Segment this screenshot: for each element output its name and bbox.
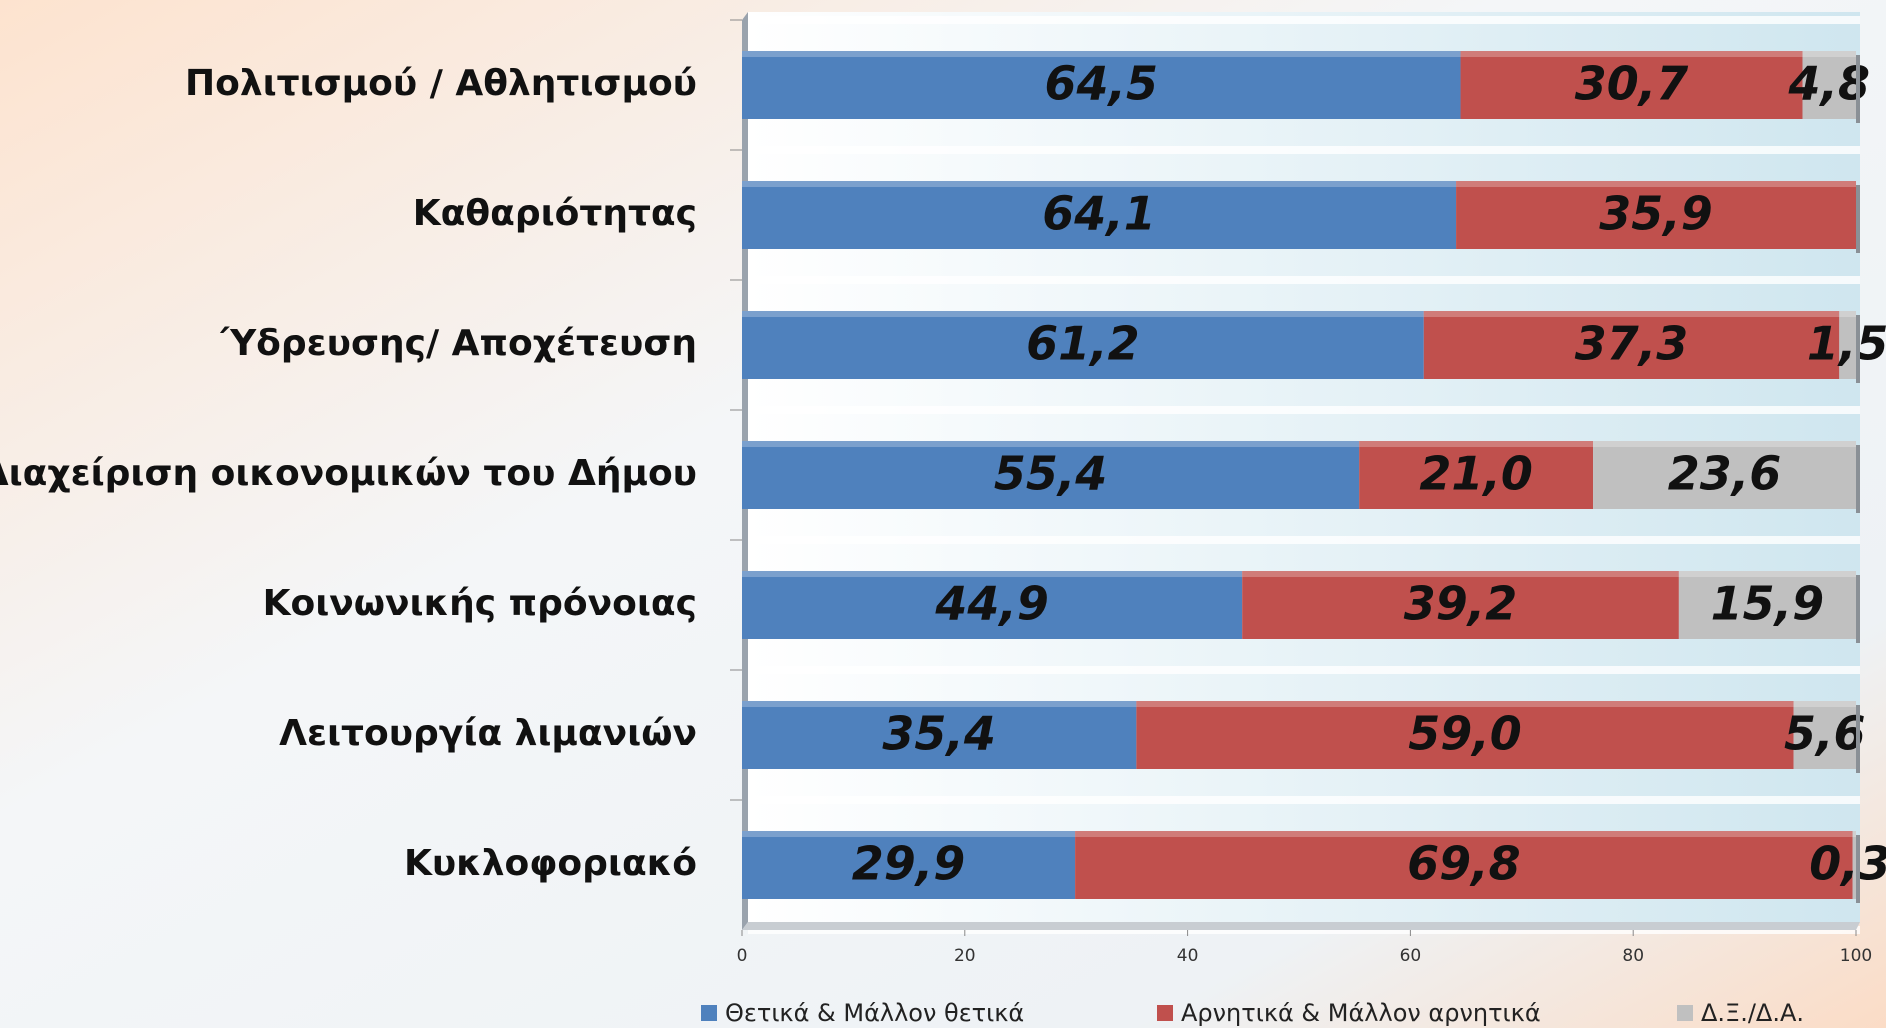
stripe [748, 16, 1860, 24]
bar-shade [1075, 831, 1853, 837]
x-tick-label: 100 [1840, 946, 1872, 966]
value-label: 59,0 [1408, 707, 1522, 761]
bar-shade [742, 831, 1076, 837]
x-tick-label: 80 [1622, 946, 1644, 966]
bar-segment [1678, 571, 1856, 639]
bar-segment [742, 571, 1243, 639]
value-label: 15,9 [1711, 577, 1825, 631]
bar-segment [1359, 441, 1594, 509]
bar-segment [1136, 701, 1794, 769]
bar-segment [1793, 701, 1856, 769]
bar-segment [1456, 181, 1856, 249]
bar-shade [742, 441, 1360, 447]
category-label: Κοινωνικής πρόνοιας [263, 583, 697, 624]
x-tick-label: 20 [954, 946, 976, 966]
stripe [748, 276, 1860, 284]
stripe [748, 796, 1860, 804]
bar-end [1856, 835, 1860, 903]
category-label: Διαχείριση οικονομικών του Δήμου [0, 453, 697, 494]
bar-segment [1423, 311, 1840, 379]
value-label: 55,4 [994, 447, 1108, 501]
stripe [748, 536, 1860, 544]
bar-shade [1242, 571, 1679, 577]
value-label: 37,3 [1575, 317, 1689, 371]
bar-segment [1852, 831, 1856, 899]
x-tick-label: 60 [1400, 946, 1422, 966]
bar-end [1856, 445, 1860, 513]
bar-shade [742, 701, 1137, 707]
bar-shade [742, 571, 1243, 577]
category-label: Λειτουργία λιμανιών [279, 713, 697, 754]
stripe [748, 406, 1860, 414]
bar-segment [742, 311, 1424, 379]
bar-shade [1852, 831, 1856, 837]
legend-swatch [1677, 1005, 1693, 1021]
value-label: 30,7 [1575, 57, 1689, 111]
bar-shade [742, 311, 1424, 317]
bar-shade [742, 181, 1457, 187]
bar-shade [1678, 571, 1856, 577]
bar-shade [1793, 701, 1856, 707]
x-tick-label: 40 [1177, 946, 1199, 966]
bar-segment [1802, 51, 1856, 119]
value-label: 29,9 [852, 837, 966, 891]
bar-segment [742, 441, 1360, 509]
value-label: 64,1 [1042, 187, 1156, 241]
value-label: 69,8 [1407, 837, 1521, 891]
bar-segment [742, 831, 1076, 899]
bar-end [1856, 185, 1860, 253]
bar-shade [1460, 51, 1803, 57]
bar-segment [1075, 831, 1853, 899]
value-label: 35,9 [1599, 187, 1713, 241]
category-label: Πολιτισμού / Αθλητισμού [185, 63, 697, 104]
bar-shade [1359, 441, 1594, 447]
bar-shade [1423, 311, 1840, 317]
bar-segment [1839, 311, 1856, 379]
bar-shade [1136, 701, 1794, 707]
category-label: Κυκλοφοριακό [404, 843, 697, 884]
legend-label: Αρνητικά & Μάλλον αρνητικά [1181, 999, 1541, 1027]
value-label: 1,5 [1807, 317, 1886, 371]
bar-shade [1456, 181, 1856, 187]
value-label: 39,2 [1404, 577, 1518, 631]
bar-segment [1593, 441, 1856, 509]
legend-swatch [1157, 1005, 1173, 1021]
x-tick-label: 0 [737, 946, 748, 966]
value-label: 64,5 [1045, 57, 1159, 111]
bar-end [1856, 55, 1860, 123]
bar-shade [1593, 441, 1856, 447]
bar-end [1856, 705, 1860, 773]
bar-segment [742, 701, 1137, 769]
legend-label: Δ.Ξ./Δ.Α. [1701, 999, 1804, 1027]
legend-label: Θετικά & Μάλλον θετικά [725, 999, 1024, 1027]
value-label: 0,3 [1809, 837, 1886, 891]
stripe [748, 666, 1860, 674]
value-label: 44,9 [934, 577, 1049, 631]
bar-segment [742, 51, 1461, 119]
bar-shade [742, 51, 1461, 57]
bar-segment [742, 181, 1457, 249]
value-label: 61,2 [1026, 317, 1140, 371]
bar-end [1856, 575, 1860, 643]
category-label: Ύδρευσης/ Αποχέτευση [220, 323, 697, 364]
value-label: 5,6 [1784, 707, 1866, 761]
value-label: 35,4 [882, 707, 996, 761]
legend-swatch [701, 1005, 717, 1021]
value-label: 21,0 [1419, 447, 1533, 501]
stripe [748, 146, 1860, 154]
category-label: Καθαριότητας [413, 193, 697, 234]
value-label: 23,6 [1668, 447, 1782, 501]
bar-shade [1839, 311, 1856, 317]
bar-segment [1242, 571, 1679, 639]
plot-floor [742, 922, 1860, 930]
bar-segment [1460, 51, 1803, 119]
bar-end [1856, 315, 1860, 383]
bar-shade [1802, 51, 1856, 57]
